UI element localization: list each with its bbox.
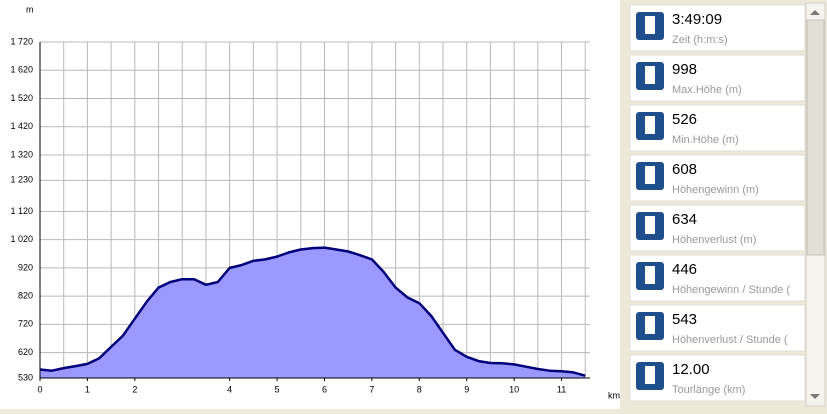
stat-value: 634 [672,211,697,228]
y-tick-label: 920 [18,262,33,272]
stat-label: Min.Höhe (m) [672,134,739,146]
y-tick-label: 620 [18,347,33,357]
area [40,247,586,378]
stat-label: Höhengewinn (m) [672,184,759,196]
stat-icon-inner [645,116,655,134]
x-tick-label: 10 [509,384,519,394]
stat-label: Höhengewinn / Stunde ( [672,284,790,296]
stat-value: 3:49:09 [672,11,722,28]
x-tick-label: 0 [37,384,42,394]
y-tick-label: 530 [18,372,33,382]
stat-label: Zeit (h:m:s) [672,34,728,46]
x-tick-label: 4 [227,384,232,394]
x-tick-label: 2 [132,384,137,394]
stat-icon-inner [645,266,655,284]
stat-value: 543 [672,311,697,328]
stat-icon-inner [645,216,655,234]
x-tick-label: 11 [557,384,566,394]
stat-label: Tourlänge (km) [672,384,745,396]
y-tick-label: 1 420 [10,121,33,131]
scroll-down[interactable] [810,394,820,399]
y-tick-label: 1 620 [10,65,33,75]
y-tick-label: 1 720 [10,36,33,46]
scroll-up[interactable] [810,10,820,15]
y-tick-label: 1 320 [10,149,33,159]
scroll-thumb[interactable] [806,19,825,256]
stat-icon-inner [645,316,655,334]
x-axis-label: km [608,390,620,400]
stat-value: 526 [672,111,697,128]
stat-value: 446 [672,261,697,278]
x-tick-label: 6 [322,384,327,394]
stat-icon-inner [645,66,655,84]
x-tick-label: 8 [417,384,422,394]
stat-icon-inner [645,166,655,184]
y-tick-label: 820 [18,290,33,300]
x-tick-label: 7 [369,384,374,394]
stat-label: Höhenverlust (m) [672,234,756,246]
stat-icon-inner [645,16,655,34]
stat-value: 608 [672,161,697,178]
stat-icon-inner [645,366,655,384]
stat-value: 12.00 [672,361,710,378]
line [39,246,586,377]
y-axis-label: m [26,4,34,14]
stat-label: Max.Höhe (m) [672,84,742,96]
x-tick-label: 9 [464,384,469,394]
y-tick-label: 1 230 [10,175,33,185]
x-tick-label: 1 [85,384,90,394]
y-tick-label: 1 520 [10,93,33,103]
x-tick-label: 5 [275,384,280,394]
y-tick-label: 720 [18,319,33,329]
y-tick-label: 1 120 [10,206,33,216]
stat-label: Höhenverlust / Stunde ( [672,334,788,346]
y-tick-label: 1 020 [10,234,33,244]
stat-value: 998 [672,61,697,78]
